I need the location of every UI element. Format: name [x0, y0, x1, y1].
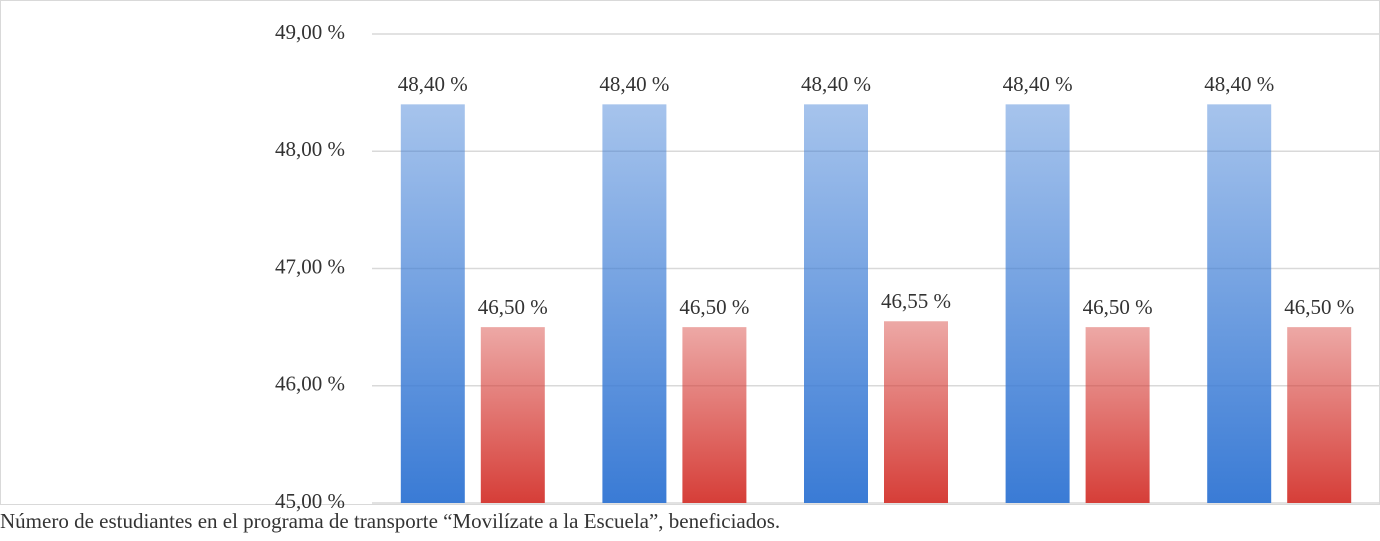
data-label: 48,40 %	[1204, 72, 1274, 96]
data-label: 46,50 %	[1284, 295, 1354, 319]
data-label: 48,40 %	[599, 72, 669, 96]
y-tick-label: 47,00 %	[275, 254, 345, 278]
y-tick-label: 49,00 %	[275, 20, 345, 44]
bar	[1085, 327, 1150, 503]
bar	[480, 327, 545, 503]
bar	[602, 104, 667, 503]
y-tick-label: 48,00 %	[275, 137, 345, 161]
data-label: 46,50 %	[679, 295, 749, 319]
y-tick-label: 46,00 %	[275, 372, 345, 396]
bar	[884, 321, 948, 503]
bar	[1287, 327, 1352, 503]
chart-caption: Número de estudiantes en el programa de …	[0, 509, 780, 533]
y-tick-label: 45,00 %	[275, 489, 345, 513]
data-label: 46,50 %	[478, 295, 548, 319]
bar	[682, 327, 747, 503]
data-label: 46,55 %	[881, 289, 951, 313]
data-label: 48,40 %	[1003, 72, 1073, 96]
data-label: 48,40 %	[801, 72, 871, 96]
bar	[400, 104, 465, 503]
bar	[1207, 104, 1272, 503]
bar	[1005, 104, 1070, 503]
data-label: 48,40 %	[398, 72, 468, 96]
bar	[804, 104, 868, 503]
data-label: 46,50 %	[1083, 295, 1153, 319]
